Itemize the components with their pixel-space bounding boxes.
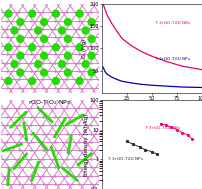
Circle shape <box>64 52 72 60</box>
Circle shape <box>4 43 13 51</box>
Circle shape <box>28 77 36 85</box>
Text: 7:3 rGO-TiO$_2$ NBs: 7:3 rGO-TiO$_2$ NBs <box>154 20 192 27</box>
Circle shape <box>16 52 24 60</box>
Circle shape <box>76 77 84 85</box>
Circle shape <box>4 9 13 18</box>
Y-axis label: Energy density (Wh/kg): Energy density (Wh/kg) <box>84 113 89 176</box>
Circle shape <box>28 43 36 51</box>
Circle shape <box>16 68 24 77</box>
Circle shape <box>4 77 13 85</box>
Text: 7:3 rGO-TiO$_2$ NBs: 7:3 rGO-TiO$_2$ NBs <box>144 125 182 132</box>
Circle shape <box>87 18 96 26</box>
Circle shape <box>76 43 84 51</box>
Circle shape <box>16 35 24 43</box>
Text: rGO-TiO$_2$ NPs: rGO-TiO$_2$ NPs <box>28 98 72 107</box>
Circle shape <box>87 68 96 77</box>
Circle shape <box>87 52 96 60</box>
Circle shape <box>87 35 96 43</box>
Circle shape <box>34 60 42 68</box>
Circle shape <box>40 68 48 77</box>
Circle shape <box>40 52 48 60</box>
Circle shape <box>64 35 72 43</box>
Circle shape <box>64 68 72 77</box>
Circle shape <box>52 9 60 18</box>
Circle shape <box>34 26 42 35</box>
Circle shape <box>58 26 66 35</box>
Text: 7:3 rGO-TiO$_2$ NPs: 7:3 rGO-TiO$_2$ NPs <box>154 55 191 63</box>
Circle shape <box>40 18 48 26</box>
X-axis label: Scan rate (mV/s): Scan rate (mV/s) <box>130 102 174 107</box>
Circle shape <box>58 60 66 68</box>
Circle shape <box>16 18 24 26</box>
Circle shape <box>81 26 90 35</box>
Circle shape <box>81 60 90 68</box>
Circle shape <box>52 43 60 51</box>
Y-axis label: C$_s$ (F/g): C$_s$ (F/g) <box>80 38 89 59</box>
Circle shape <box>28 9 36 18</box>
Circle shape <box>76 9 84 18</box>
Circle shape <box>40 35 48 43</box>
Circle shape <box>64 18 72 26</box>
Circle shape <box>10 26 19 35</box>
Circle shape <box>10 60 19 68</box>
Text: 7:3 rGO-TiO$_2$ NPs: 7:3 rGO-TiO$_2$ NPs <box>107 155 144 163</box>
Circle shape <box>52 77 60 85</box>
